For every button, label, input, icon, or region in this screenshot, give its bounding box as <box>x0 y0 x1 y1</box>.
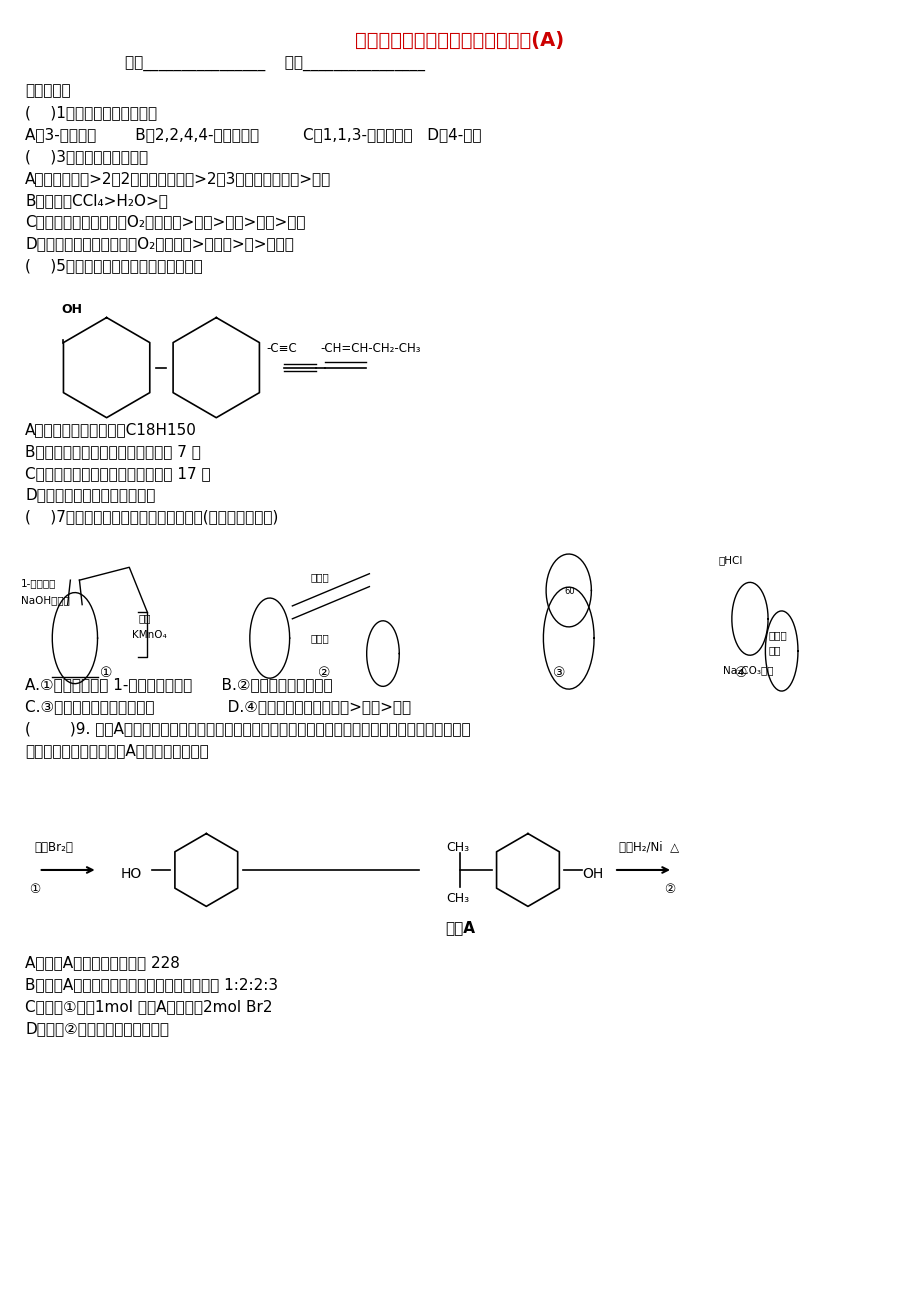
Text: D．同物质的量物质燃烧耗O₂量：己烷>环己烷>苯>苯甲酸: D．同物质的量物质燃烧耗O₂量：己烷>环己烷>苯>苯甲酸 <box>25 237 294 251</box>
Text: 饱和Br₂水: 饱和Br₂水 <box>34 841 73 854</box>
Text: D．反应②的产物只有一种官能团: D．反应②的产物只有一种官能团 <box>25 1021 169 1036</box>
Text: C．反应①中，1mol 双酚A最多消耗2mol Br2: C．反应①中，1mol 双酚A最多消耗2mol Br2 <box>25 999 272 1014</box>
Text: -CH=CH-CH₂-CH₃: -CH=CH-CH₂-CH₃ <box>320 342 421 355</box>
Text: OH: OH <box>62 302 83 315</box>
Text: 溶液: 溶液 <box>767 646 779 656</box>
Text: (    )1．下列命名中正确的是: ( )1．下列命名中正确的是 <box>25 105 157 120</box>
Text: KMnO₄: KMnO₄ <box>131 630 166 641</box>
Text: A．熔点：戊烷>2，2－一二甲基戊烷>2，3－一二甲基丁烷>丙烷: A．熔点：戊烷>2，2－一二甲基戊烷>2，3－一二甲基丁烷>丙烷 <box>25 171 331 186</box>
Text: ③: ③ <box>553 665 565 680</box>
Text: D．该有机物在常温下易溶于水: D．该有机物在常温下易溶于水 <box>25 488 155 503</box>
Text: ②: ② <box>664 883 675 896</box>
Text: C．同质量的物质燃烧耗O₂量：丙炔>乙烷>乙烯>乙炔>甲烷: C．同质量的物质燃烧耗O₂量：丙炔>乙烷>乙烯>乙炔>甲烷 <box>25 215 305 229</box>
Text: 液HCl: 液HCl <box>718 556 742 565</box>
Text: OH: OH <box>582 867 603 880</box>
Text: (    )3．下列关系正确的是: ( )3．下列关系正确的是 <box>25 148 148 164</box>
Text: 一、选择题: 一、选择题 <box>25 83 71 98</box>
Text: ①: ① <box>29 883 40 896</box>
Text: NaOH醇溶液: NaOH醇溶液 <box>20 595 69 605</box>
Text: 1-溴丙烷和: 1-溴丙烷和 <box>20 578 56 589</box>
Text: 危害更大。下列有关双酚A的叙述不正确的是: 危害更大。下列有关双酚A的叙述不正确的是 <box>25 742 209 758</box>
Text: A．3-甲基丁烷        B．2,2,4,4-四甲基辛烷         C．1,1,3-三甲基戊烷   D．4-丁烯: A．3-甲基丁烷 B．2,2,4,4-四甲基辛烷 C．1,1,3-三甲基戊烷 D… <box>25 128 481 142</box>
Text: Na₂CO₃溶液: Na₂CO₃溶液 <box>722 665 773 674</box>
Text: B．该有机物中共线的碳原子最多有 7 个: B．该有机物中共线的碳原子最多有 7 个 <box>25 444 200 458</box>
Text: 酸性: 酸性 <box>138 613 151 624</box>
Text: (    )7．下列实验装置能达到实验目的有(夹持仪器未画出): ( )7．下列实验装置能达到实验目的有(夹持仪器未画出) <box>25 509 278 525</box>
Text: B．双酚A的核磁共振氢谱显示氢原子数之比为 1:2:2:3: B．双酚A的核磁共振氢谱显示氢原子数之比为 1:2:2:3 <box>25 976 278 992</box>
Text: 进水口: 进水口 <box>310 572 329 582</box>
Text: C．该有机物中共面的碳原子最多有 17 个: C．该有机物中共面的碳原子最多有 17 个 <box>25 466 210 480</box>
Text: 苯酚钠: 苯酚钠 <box>767 630 786 641</box>
Text: 出水口: 出水口 <box>310 633 329 643</box>
Text: A．该有机物的分子式为C18H150: A．该有机物的分子式为C18H150 <box>25 422 197 437</box>
Text: ④: ④ <box>734 665 746 680</box>
Text: ②: ② <box>317 665 330 680</box>
Text: A.①装置用于检验 1-溴丙烷消去产物      B.②装置用于石油的分馏: A.①装置用于检验 1-溴丙烷消去产物 B.②装置用于石油的分馏 <box>25 677 333 691</box>
Text: -C≡C: -C≡C <box>266 342 297 355</box>
Text: 60: 60 <box>563 587 574 596</box>
Text: 高二下学期周末强化训练化学试题(A): 高二下学期周末强化训练化学试题(A) <box>355 31 564 49</box>
Text: HO: HO <box>120 867 142 880</box>
Text: CH₃: CH₃ <box>446 841 469 854</box>
Text: 班级________________    姓名________________: 班级________________ 姓名________________ <box>125 57 425 73</box>
Text: A．双酚A的相对分子质量为 228: A．双酚A的相对分子质量为 228 <box>25 956 180 970</box>
Text: 双酚A: 双酚A <box>445 919 474 935</box>
Text: B．密度：CCl₄>H₂O>苯: B．密度：CCl₄>H₂O>苯 <box>25 193 168 207</box>
Text: ①: ① <box>100 665 113 680</box>
Text: CH₃: CH₃ <box>446 892 469 905</box>
Text: 足量H₂/Ni  △: 足量H₂/Ni △ <box>618 841 678 854</box>
Text: (        )9. 双酚A是食品、饮料包装和奶瓶等塑料制品的添加剂，能导致人体内分泌失调，对儿童的健康: ( )9. 双酚A是食品、饮料包装和奶瓶等塑料制品的添加剂，能导致人体内分泌失调… <box>25 721 471 736</box>
Text: (    )5．对下面有机物的叙述，正确的是: ( )5．对下面有机物的叙述，正确的是 <box>25 258 202 273</box>
Text: C.③装置用于实验室制硝基苯               D.④装置可证明酸性：盐酸>碳酸>苯酚: C.③装置用于实验室制硝基苯 D.④装置可证明酸性：盐酸>碳酸>苯酚 <box>25 699 411 713</box>
